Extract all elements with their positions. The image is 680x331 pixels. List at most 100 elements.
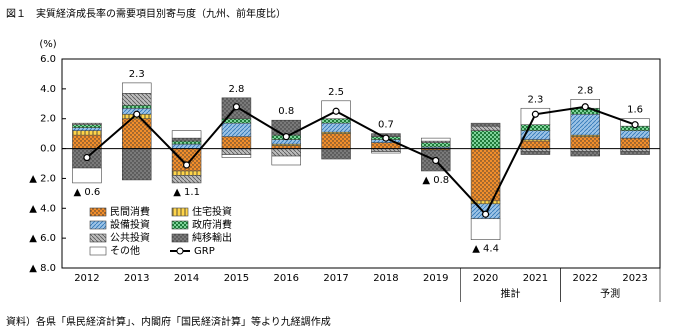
bar-segment (221, 154, 252, 158)
bar-segment (72, 127, 102, 131)
grp-point (432, 156, 440, 165)
bar-segment (72, 167, 102, 184)
bar-segment (171, 143, 202, 149)
y-tick-label: 6.0 (40, 54, 56, 65)
grp-value-label: ▲ 4.4 (472, 244, 499, 255)
bar-segment (271, 119, 302, 136)
bar-segment (570, 136, 601, 149)
grp-value-label: 2.5 (328, 87, 344, 98)
grp-value-label: ▲ 1.1 (173, 187, 200, 198)
legend-swatch (171, 233, 189, 243)
source-note: 資料）各県「県民経済計算」、内閣府「国民経済計算」等より九経調作成 (6, 315, 331, 328)
bar-segment (620, 137, 650, 149)
grp-value-label: 0.7 (378, 120, 394, 131)
bar-segment (420, 137, 451, 142)
legend-swatch (171, 207, 189, 217)
bar-segment (470, 148, 501, 202)
bar-segment (420, 142, 451, 148)
bar-segment (470, 130, 501, 149)
grp-value-label: 0.8 (278, 106, 294, 117)
bar-segment (221, 136, 252, 149)
legend-swatch (171, 220, 189, 230)
bar-segment (520, 140, 551, 149)
y-tick-label: 4.0 (40, 84, 56, 95)
bar-segment (520, 151, 551, 155)
legend-swatch (89, 246, 107, 256)
bar-segment (570, 151, 601, 157)
y-tick-label: ▲ 8.0 (29, 263, 56, 274)
legend-label: 住宅投資 (192, 205, 232, 218)
y-tick-label: ▲ 2.0 (29, 173, 56, 184)
bar-segment (72, 124, 102, 128)
legend-label: GRP (194, 246, 215, 257)
grp-point (581, 103, 589, 111)
y-tick-label: ▲ 6.0 (29, 233, 56, 244)
legend-label: その他 (110, 244, 140, 257)
bar-segment (72, 122, 102, 125)
legend-box (84, 204, 254, 262)
grp-value-label: 1.6 (627, 105, 643, 116)
bar-segment (520, 124, 551, 131)
x-tick-label: 2020 (473, 273, 498, 284)
bar-segment (271, 148, 302, 157)
group-label: 推計 (501, 287, 521, 300)
grp-point (531, 110, 540, 118)
x-tick-label: 2013 (124, 273, 149, 284)
x-tick-label: 2017 (323, 273, 348, 284)
x-tick-label: 2016 (274, 273, 299, 284)
bar-segment (271, 155, 302, 166)
bar-segment (371, 151, 401, 154)
x-tick-label: 2023 (622, 273, 647, 284)
group-label: 予測 (600, 287, 620, 300)
x-tick-label: 2015 (224, 273, 249, 284)
bar-segment (121, 93, 152, 106)
legend-swatch (89, 233, 107, 243)
legend-label: 純移輸出 (192, 231, 232, 244)
bar-segment (171, 175, 202, 184)
legend-label: 政府消費 (192, 218, 232, 231)
grp-point (332, 107, 340, 115)
grp-value-label: 2.8 (577, 85, 593, 96)
bar-segment (171, 140, 202, 145)
bar-segment (121, 104, 152, 109)
bar-segment (620, 151, 650, 155)
grp-value-label: 2.3 (527, 94, 543, 105)
grp-point (382, 134, 390, 142)
grp-point (282, 133, 290, 141)
y-tick-label: 2.0 (40, 114, 56, 125)
x-tick-label: 2012 (74, 273, 99, 284)
grp-point (631, 121, 639, 129)
bar-segment (470, 125, 501, 131)
x-tick-label: 2014 (174, 273, 199, 284)
bar-segment (171, 137, 202, 142)
x-tick-label: 2021 (523, 273, 548, 284)
bar-segment (470, 122, 501, 127)
x-tick-label: 2022 (573, 273, 598, 284)
y-tick-label: 0.0 (40, 144, 56, 155)
grp-value-label: 2.8 (228, 84, 244, 95)
y-unit: (%) (39, 39, 56, 50)
bar-segment (470, 218, 501, 240)
bar-segment (570, 113, 601, 136)
grp-point (83, 153, 91, 162)
bar-segment (620, 130, 650, 139)
y-tick-label: ▲ 4.0 (29, 203, 56, 214)
chart-title: 図１ 実質経済成長率の需要項目別寄与度（九州、前年度比） (6, 7, 286, 20)
legend-swatch (89, 220, 107, 230)
bar-segment (171, 130, 202, 139)
x-tick-label: 2018 (373, 273, 398, 284)
bar-segment (321, 122, 351, 133)
legend-label: 設備投資 (110, 218, 150, 231)
grp-value-label: ▲ 0.8 (422, 175, 449, 186)
grp-value-label: 2.3 (129, 69, 145, 80)
x-tick-label: 2019 (423, 273, 448, 284)
bar-segment (121, 82, 152, 94)
bar-segment (72, 130, 102, 136)
legend-marker (176, 247, 184, 255)
grp-point (481, 210, 490, 218)
legend-label: 公共投資 (110, 231, 150, 244)
bar-segment (221, 122, 252, 137)
bar-segment (321, 118, 351, 124)
